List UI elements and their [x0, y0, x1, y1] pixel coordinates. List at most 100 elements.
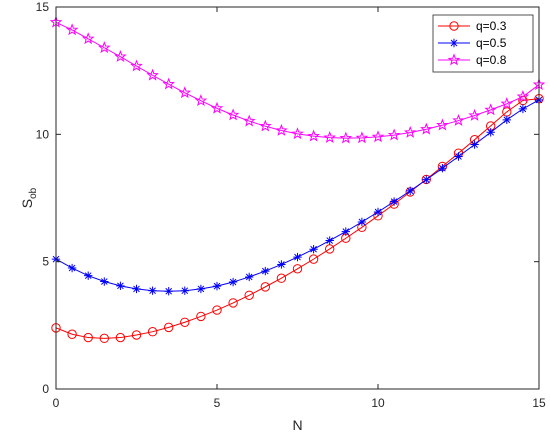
data-point-q=0.5-27 — [486, 128, 495, 137]
data-point-q=0.8-21 — [387, 128, 401, 141]
data-point-q=0.8-12 — [242, 114, 256, 127]
y-tick-label: 10 — [36, 127, 50, 141]
data-point-q=0.5-16 — [309, 244, 318, 254]
data-point-q=0.3-11 — [228, 298, 238, 308]
data-point-q=0.5-15 — [293, 252, 302, 262]
data-point-q=0.5-11 — [228, 277, 238, 287]
legend-entry-q=0.8: q=0.8 — [438, 53, 507, 67]
data-point-q=0.8-9 — [194, 94, 208, 107]
y-axis-label: Sob — [19, 187, 39, 208]
x-tick-label: 5 — [214, 396, 221, 410]
data-point-q=0.5-19 — [357, 217, 367, 227]
data-point-q=0.3-6 — [147, 327, 158, 337]
data-point-q=0.8-16 — [307, 129, 320, 142]
data-point-q=0.3-15 — [292, 264, 303, 274]
legend-marker — [449, 21, 459, 31]
data-point-q=0.3-16 — [308, 254, 319, 264]
data-point-q=0.8-17 — [323, 131, 336, 143]
data-point-q=0.5-18 — [341, 227, 350, 236]
data-point-q=0.8-14 — [275, 123, 288, 136]
data-point-q=0.5-8 — [180, 286, 189, 295]
legend-marker — [449, 38, 459, 48]
y-tick-label: 5 — [42, 255, 49, 269]
y-axis-label-main: S — [19, 199, 35, 208]
data-point-q=0.3-5 — [131, 330, 142, 340]
data-point-q=0.3-3 — [99, 333, 110, 344]
data-point-q=0.5-29 — [518, 104, 528, 114]
series-line-q=0.8 — [55, 21, 540, 139]
data-point-q=0.5-25 — [454, 152, 463, 161]
x-tick-label: 0 — [53, 396, 60, 410]
axes-layer: 0 5 10 15 0 5 10 15 — [36, 0, 546, 410]
legend-entry-q=0.3: q=0.3 — [438, 19, 507, 33]
data-point-q=0.8-2 — [81, 32, 95, 45]
data-point-q=0.5-7 — [164, 287, 173, 296]
data-point-q=0.8-19 — [355, 131, 369, 144]
data-point-q=0.8-4 — [114, 50, 127, 63]
legend: q=0.3 q=0.5 q=0.8 — [432, 14, 534, 73]
data-point-q=0.3-13 — [260, 282, 270, 292]
data-point-q=0.5-12 — [245, 272, 254, 282]
data-point-q=0.8-3 — [98, 41, 111, 54]
data-point-q=0.3-1 — [67, 329, 77, 339]
data-point-q=0.5-24 — [438, 164, 447, 173]
data-point-q=0.5-9 — [196, 284, 206, 294]
y-tick-label: 0 — [42, 382, 49, 396]
data-point-q=0.8-26 — [468, 108, 481, 121]
data-point-q=0.5-20 — [373, 207, 383, 217]
legend-entry-q=0.5: q=0.5 — [438, 36, 507, 50]
data-point-q=0.5-6 — [148, 286, 157, 295]
data-point-q=0.8-6 — [146, 68, 159, 81]
data-point-q=0.8-10 — [210, 101, 224, 114]
data-point-q=0.5-26 — [470, 140, 479, 149]
legend-marker — [447, 53, 461, 66]
data-point-q=0.8-20 — [371, 130, 385, 143]
data-point-q=0.8-28 — [500, 97, 514, 110]
legend-label: q=0.5 — [476, 36, 507, 50]
data-point-q=0.5-3 — [100, 277, 109, 286]
data-point-q=0.3-12 — [244, 290, 254, 300]
data-point-q=0.3-8 — [180, 317, 190, 327]
data-point-q=0.8-29 — [516, 90, 530, 102]
data-point-q=0.8-1 — [65, 23, 79, 36]
data-point-q=0.8-25 — [452, 113, 465, 126]
legend-label: q=0.3 — [476, 19, 507, 33]
data-point-q=0.5-13 — [261, 266, 270, 276]
data-point-q=0.8-27 — [484, 103, 497, 116]
data-point-q=0.3-7 — [164, 322, 174, 333]
data-point-q=0.5-14 — [277, 260, 286, 269]
data-point-q=0.5-17 — [325, 236, 334, 245]
data-point-q=0.3-2 — [83, 332, 93, 343]
data-point-q=0.8-23 — [420, 122, 433, 135]
x-axis-label: N — [292, 417, 302, 433]
data-point-q=0.5-28 — [502, 115, 511, 125]
data-point-q=0.3-17 — [325, 244, 335, 254]
data-point-q=0.5-1 — [67, 263, 77, 273]
data-point-q=0.5-5 — [132, 284, 141, 294]
axes-box — [55, 6, 540, 390]
data-point-q=0.3-4 — [115, 332, 126, 343]
data-point-q=0.3-10 — [212, 305, 222, 315]
data-point-q=0.8-15 — [291, 127, 304, 140]
legend-label: q=0.8 — [476, 53, 507, 67]
data-point-q=0.8-11 — [226, 108, 240, 121]
y-axis-label-subscript: ob — [28, 187, 39, 199]
data-point-q=0.8-8 — [178, 86, 192, 99]
data-point-q=0.5-10 — [212, 281, 222, 291]
data-point-q=0.5-23 — [422, 175, 431, 184]
data-point-q=0.8-24 — [436, 118, 449, 131]
data-point-q=0.8-7 — [162, 77, 175, 90]
data-point-q=0.8-22 — [403, 125, 417, 138]
data-point-q=0.3-9 — [196, 311, 206, 322]
data-point-q=0.5-4 — [116, 281, 125, 291]
data-point-q=0.5-2 — [84, 271, 93, 280]
x-tick-label: 10 — [371, 396, 385, 410]
data-point-q=0.3-14 — [276, 273, 287, 283]
data-point-q=0.8-13 — [259, 119, 272, 132]
data-point-q=0.5-21 — [389, 197, 399, 206]
y-tick-label: 15 — [36, 0, 50, 14]
data-point-q=0.8-18 — [339, 131, 353, 144]
data-point-q=0.8-5 — [130, 59, 143, 72]
x-tick-label: 15 — [532, 396, 546, 410]
